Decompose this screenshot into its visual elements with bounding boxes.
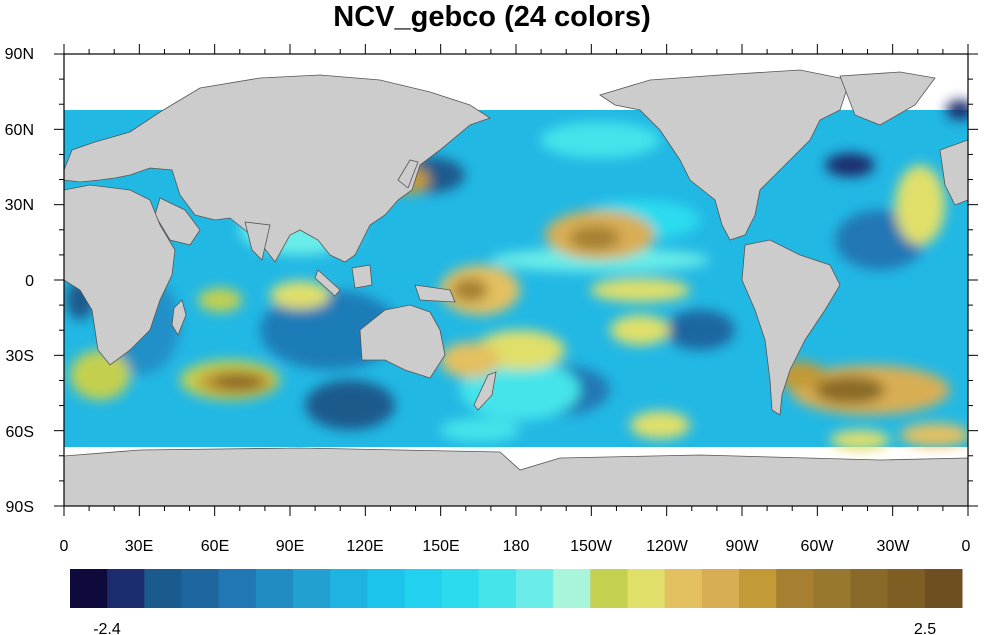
colorbar <box>70 569 963 608</box>
colorbar-max-label: 2.5 <box>914 621 936 635</box>
colorbar-swatch <box>627 569 666 608</box>
map-plot-area <box>64 54 968 506</box>
lon-label-120e: 120E <box>346 538 383 555</box>
sumatra-landmass <box>314 269 341 297</box>
antarctica-landmass <box>64 447 968 506</box>
lon-label-30e: 30E <box>125 538 153 555</box>
europe-right-edge <box>939 139 968 206</box>
colorbar-swatch <box>478 569 517 608</box>
colorbar-swatch <box>70 569 108 608</box>
colorbar-swatch <box>441 569 480 608</box>
lat-label-30n: 30N <box>5 197 34 214</box>
lat-label-60n: 60N <box>5 122 34 139</box>
longitude-labels: 0 30E 60E 90E 120E 150E 180 150W 120W 90… <box>60 538 971 555</box>
lat-label-90n: 90N <box>5 46 34 63</box>
colorbar-min-label: -2.4 <box>93 621 121 635</box>
colorbar-swatch <box>590 569 628 608</box>
colorbar-swatch <box>664 569 703 608</box>
map-title: NCV_gebco (24 colors) <box>333 1 651 33</box>
lat-label-eq: 0 <box>25 273 34 290</box>
lon-label-90w: 90W <box>726 538 760 555</box>
greenland-landmass <box>839 71 936 126</box>
lon-label-120w: 120W <box>646 538 689 555</box>
madagascar-landmass <box>171 299 187 336</box>
new-guinea-landmass <box>414 284 456 303</box>
japan-landmass <box>397 159 419 189</box>
lat-label-30s: 30S <box>6 348 34 365</box>
lat-label-90s: 90S <box>6 499 34 516</box>
colorbar-swatch <box>887 569 926 608</box>
india-landmass <box>244 221 271 261</box>
colorbar-swatch <box>293 569 331 608</box>
lon-label-180: 180 <box>503 538 530 555</box>
africa-landmass <box>64 184 176 366</box>
colorbar-swatch <box>516 569 554 608</box>
lat-label-60s: 60S <box>6 424 34 441</box>
lon-label-0: 0 <box>60 538 69 555</box>
colorbar-swatch <box>218 569 257 608</box>
lon-label-60e: 60E <box>201 538 229 555</box>
borneo-landmass <box>351 264 373 289</box>
lon-label-60w: 60W <box>801 538 835 555</box>
eurasia-landmass <box>64 74 491 263</box>
colorbar-swatch <box>813 569 851 608</box>
axis-ticks <box>54 44 978 516</box>
colorbar-swatch <box>367 569 405 608</box>
north-america-landmass <box>599 69 851 241</box>
colorbar-swatch <box>404 569 443 608</box>
lon-label-90e: 90E <box>276 538 304 555</box>
colorbar-swatch <box>255 569 294 608</box>
colorbar-swatch <box>553 569 591 608</box>
south-america-landmass <box>741 239 841 416</box>
colorbar-swatch <box>850 569 889 608</box>
colorbar-swatch <box>107 569 145 608</box>
latitude-labels: 90N 60N 30N 0 30S 60S 90S <box>5 46 34 516</box>
new-zealand-landmass <box>473 371 497 411</box>
lon-label-0-east: 0 <box>962 538 971 555</box>
colorbar-swatch <box>701 569 740 608</box>
australia-landmass <box>359 304 446 379</box>
colorbar-swatch <box>739 569 777 608</box>
lon-label-150e: 150E <box>422 538 459 555</box>
lon-label-150w: 150W <box>570 538 613 555</box>
land-masses <box>64 69 968 506</box>
lon-label-30w: 30W <box>877 538 911 555</box>
colorbar-swatch <box>330 569 368 608</box>
colorbar-swatch <box>144 569 182 608</box>
colorbar-swatch <box>776 569 814 608</box>
colorbar-swatch <box>181 569 220 608</box>
colorbar-swatch <box>924 569 963 608</box>
